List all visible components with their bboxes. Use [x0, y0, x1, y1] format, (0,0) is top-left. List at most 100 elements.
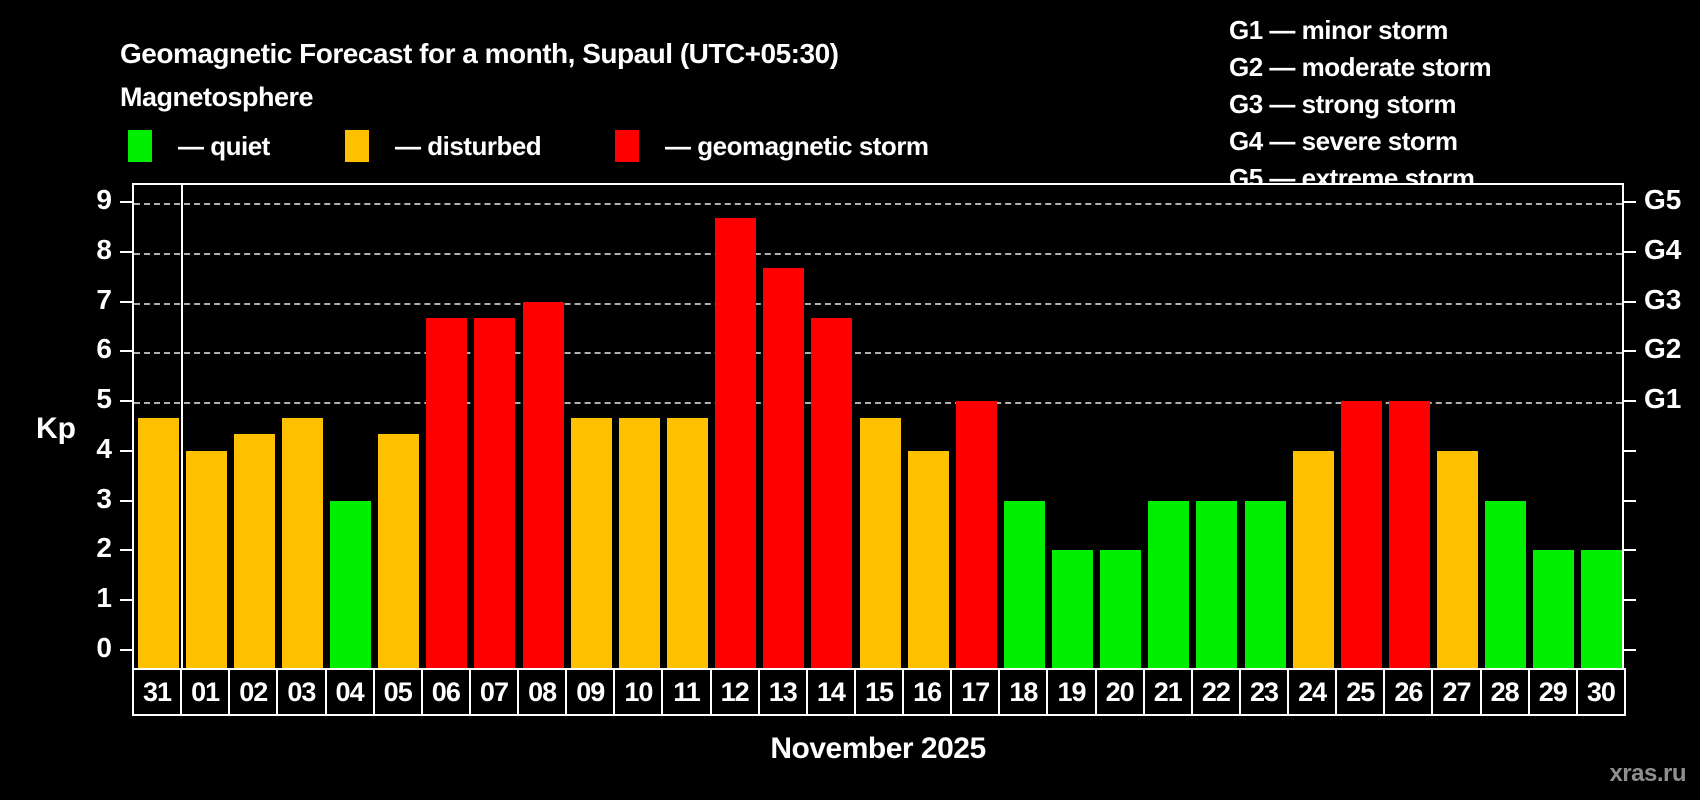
gridline-kp9: [134, 203, 1622, 205]
gridline-kp6: [134, 352, 1622, 355]
date-cell-25: 25: [1335, 668, 1386, 716]
kp-bar-26: [1388, 401, 1430, 668]
date-cell-21: 21: [1142, 668, 1193, 716]
kp-bar-05: [378, 434, 420, 668]
left-tick-kp0: [120, 649, 132, 651]
g-legend-line-4: G4 — severe storm: [1229, 126, 1458, 156]
date-cell-18: 18: [998, 668, 1049, 716]
date-cell-03: 03: [276, 668, 327, 716]
page-title: Geomagnetic Forecast for a month, Supaul…: [120, 38, 839, 69]
kp-bar-19: [1052, 550, 1094, 668]
date-cell-16: 16: [902, 668, 953, 716]
right-axis-label-g2: G2: [1644, 333, 1682, 365]
legend-label-storm: — geomagnetic storm: [665, 130, 929, 161]
date-cell-17: 17: [950, 668, 1001, 716]
left-tick-kp7: [120, 300, 132, 303]
kp-bar-03: [281, 417, 323, 668]
left-tick-kp2: [120, 549, 132, 552]
kp-bar-23: [1244, 500, 1286, 668]
month-separator-line: [181, 185, 184, 668]
kp-bar-31: [137, 417, 179, 668]
right-tick-kp5: [1624, 400, 1636, 403]
kp-bar-11: [666, 417, 708, 668]
date-cell-23: 23: [1238, 668, 1290, 716]
legend-item-storm: — geomagnetic storm: [615, 129, 929, 163]
kp-bar-06: [426, 317, 468, 668]
y-tick-label-7: 7: [96, 283, 112, 315]
right-tick-kp8: [1624, 250, 1636, 253]
g-legend-line-2: G2 — moderate storm: [1229, 52, 1492, 82]
kp-bar-09: [570, 417, 612, 668]
date-cell-19: 19: [1046, 668, 1097, 716]
kp-bar-15: [859, 417, 901, 668]
left-tick-kp4: [120, 449, 132, 452]
gridline-kp7: [134, 302, 1622, 305]
right-tick-kp3: [1624, 499, 1636, 502]
subtitle-magnetosphere: Magnetosphere: [120, 82, 314, 112]
y-tick-label-2: 2: [96, 532, 112, 564]
date-cell-30: 30: [1575, 668, 1626, 716]
legend-item-disturbed: — disturbed: [345, 129, 542, 163]
gridline-kp8: [134, 252, 1622, 255]
left-tick-kp5: [120, 400, 132, 403]
watermark-xras: xras.ru: [1609, 760, 1686, 787]
date-cell-01: 01: [180, 668, 231, 716]
kp-bar-28: [1485, 500, 1527, 668]
date-cell-05: 05: [372, 668, 423, 716]
y-axis-label: Kp: [36, 412, 76, 445]
left-tick-kp1: [120, 599, 132, 602]
date-cell-08: 08: [517, 668, 568, 716]
kp-bar-20: [1100, 550, 1142, 668]
date-cell-26: 26: [1383, 668, 1434, 716]
g-legend-line-1: G1 — minor storm: [1229, 15, 1448, 45]
left-tick-kp6: [120, 350, 132, 353]
right-tick-kp9: [1624, 201, 1636, 203]
right-tick-kp2: [1624, 549, 1636, 552]
kp-bar-21: [1148, 500, 1190, 668]
legend-swatch-storm-icon: [615, 130, 639, 162]
date-cell-28: 28: [1479, 668, 1530, 716]
date-cell-20: 20: [1094, 668, 1145, 716]
plot-area: [132, 183, 1624, 668]
left-tick-kp8: [120, 250, 132, 253]
right-axis-label-g4: G4: [1644, 233, 1682, 265]
y-tick-label-5: 5: [96, 383, 112, 415]
kp-bar-16: [907, 450, 949, 668]
month-label: November 2025: [770, 732, 986, 765]
date-cell-10: 10: [613, 668, 664, 716]
kp-bar-24: [1292, 450, 1334, 668]
y-tick-label-9: 9: [96, 184, 112, 215]
date-cell-06: 06: [420, 668, 471, 716]
kp-bar-13: [763, 268, 805, 668]
kp-bar-08: [522, 301, 564, 668]
date-cell-31: 31: [132, 668, 183, 716]
right-tick-kp1: [1624, 599, 1636, 602]
kp-bar-04: [330, 500, 372, 668]
legend-item-quiet: — quiet: [128, 129, 270, 163]
y-tick-label-8: 8: [96, 233, 112, 265]
date-cell-14: 14: [805, 668, 856, 716]
y-tick-label-1: 1: [96, 582, 112, 614]
date-cell-07: 07: [468, 668, 520, 716]
y-tick-label-3: 3: [96, 482, 112, 514]
right-tick-kp4: [1624, 449, 1636, 452]
date-cell-11: 11: [661, 668, 712, 716]
date-cell-13: 13: [757, 668, 808, 716]
kp-bar-22: [1196, 500, 1238, 668]
date-cell-22: 22: [1190, 668, 1241, 716]
right-tick-kp7: [1624, 300, 1636, 303]
kp-bar-07: [474, 317, 516, 668]
kp-bar-17: [955, 401, 997, 668]
date-cell-12: 12: [709, 668, 760, 716]
date-cell-09: 09: [565, 668, 616, 716]
date-cell-29: 29: [1527, 668, 1578, 716]
date-axis-row: 31 01 02 03 04 05 06 07 08 09 10 11 12 13 14 15 16 17 18 19…: [132, 668, 1626, 716]
g-scale-legend: G1 — minor storm G2 — moderate storm G3 — …: [1229, 12, 1492, 197]
date-cell-04: 04: [324, 668, 375, 716]
kp-bar-30: [1581, 550, 1623, 668]
kp-bar-12: [715, 218, 757, 668]
right-axis-label-g3: G3: [1644, 283, 1682, 315]
kp-bar-10: [618, 417, 660, 668]
right-tick-kp0: [1624, 649, 1636, 651]
